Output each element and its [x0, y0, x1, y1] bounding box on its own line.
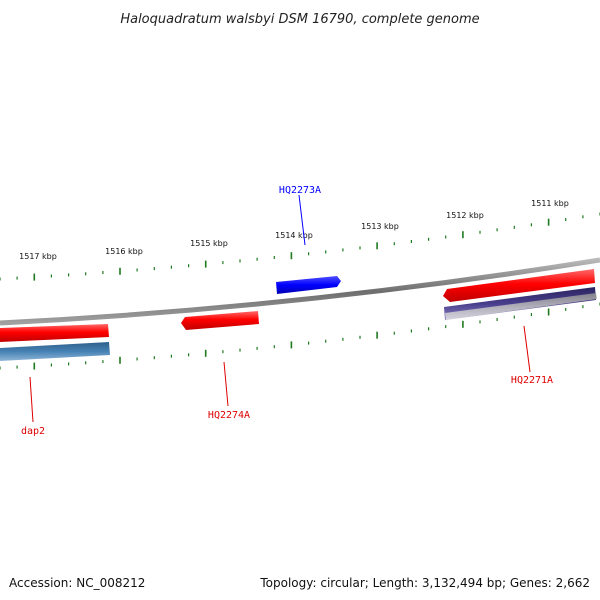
kbp-label-1515: 1515 kbp [190, 239, 228, 248]
kbp-label-1516: 1516 kbp [105, 247, 143, 256]
leader-hq2273a [298, 194, 306, 246]
topology-text: Topology: circular; Length: 3,132,494 bp… [260, 576, 590, 590]
kbp-tick-track-upper [0, 212, 600, 281]
kbp-label-1513: 1513 kbp [361, 222, 399, 231]
gene-dap2-red[interactable] [0, 324, 109, 342]
gene-gray-track[interactable] [445, 293, 597, 320]
gene-label-dap2[interactable]: dap2 [21, 426, 45, 437]
gene-dap2-steelblue[interactable] [0, 342, 110, 361]
map-title: Haloquadratum walsbyi DSM 16790, complet… [120, 12, 479, 27]
kbp-tick-track-lower [0, 302, 600, 370]
leader-dap2 [29, 376, 34, 423]
accession-text: Accession: NC_008212 [9, 576, 146, 590]
leader-hq2274a [223, 361, 229, 407]
leader-hq2271a [523, 325, 531, 373]
gene-label-hq2271a[interactable]: HQ2271A [511, 375, 553, 386]
gene-label-hq2274a[interactable]: HQ2274A [208, 410, 250, 421]
gene-label-hq2273a[interactable]: HQ2273A [279, 185, 321, 196]
gene-hq2273a[interactable] [276, 276, 341, 294]
kbp-label-1517: 1517 kbp [19, 252, 57, 261]
gene-hq2271a[interactable] [443, 269, 595, 302]
kbp-label-1514: 1514 kbp [275, 231, 313, 240]
kbp-label-1512: 1512 kbp [446, 211, 484, 220]
kbp-labels: 1517 kbp 1516 kbp 1515 kbp 1514 kbp 1513… [19, 199, 569, 261]
gene-hq2274a[interactable] [181, 311, 259, 330]
genome-backbone [0, 257, 600, 326]
kbp-label-1511: 1511 kbp [531, 199, 569, 208]
